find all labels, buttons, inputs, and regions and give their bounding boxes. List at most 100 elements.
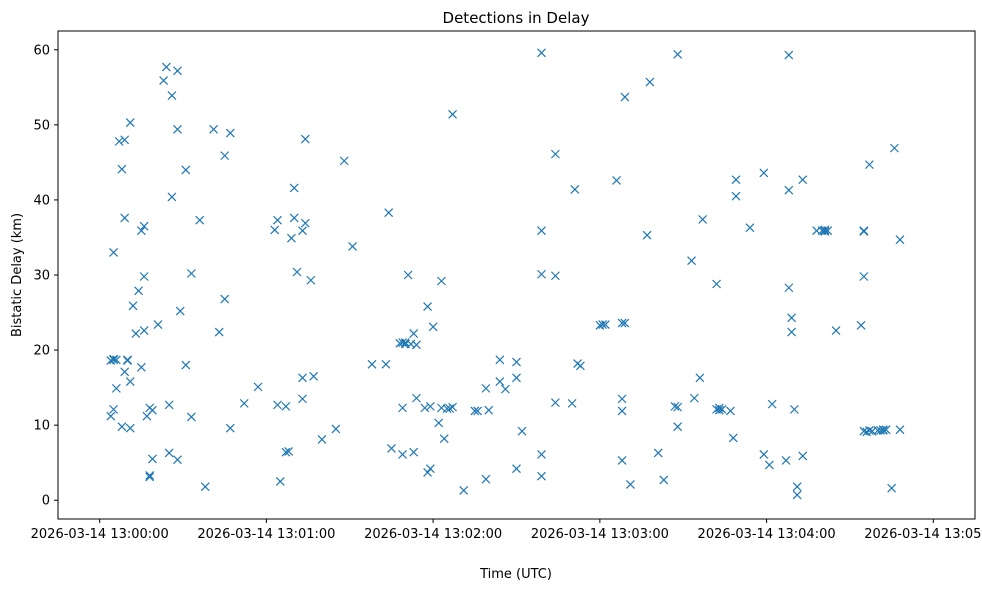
data-point: [109, 404, 119, 414]
data-markers: [106, 48, 905, 500]
data-point: [425, 401, 435, 411]
data-point: [387, 444, 396, 453]
data-point: [306, 275, 316, 285]
data-point: [181, 360, 191, 370]
y-tick-label: 0: [42, 494, 50, 509]
y-tick-label: 50: [33, 118, 50, 133]
data-point: [286, 233, 296, 243]
data-point: [148, 454, 157, 464]
x-tick-label: 2026-03-14 13:05:00: [864, 527, 982, 542]
data-point: [789, 404, 799, 414]
data-point: [481, 383, 491, 393]
x-axis-label: Time (UTC): [479, 567, 552, 582]
data-point: [784, 283, 794, 293]
data-point: [139, 326, 149, 335]
data-point: [570, 184, 580, 194]
data-point: [784, 185, 794, 195]
data-point: [275, 477, 285, 486]
data-point: [173, 455, 182, 465]
data-point: [731, 175, 741, 185]
data-point: [381, 359, 391, 369]
data-point: [420, 403, 430, 413]
data-point: [164, 448, 174, 458]
data-point: [728, 433, 738, 443]
y-tick-label: 30: [33, 269, 50, 284]
data-point: [317, 434, 327, 444]
data-point: [186, 269, 196, 278]
data-point: [173, 66, 182, 76]
data-point: [575, 361, 585, 371]
data-point: [384, 208, 394, 218]
data-point: [714, 405, 724, 415]
data-point: [439, 434, 449, 444]
data-point: [136, 362, 146, 372]
x-tick-label: 2026-03-14 13:01:00: [197, 527, 335, 542]
data-point: [148, 405, 157, 415]
data-point: [167, 192, 177, 202]
data-point: [284, 447, 294, 456]
data-point: [281, 401, 291, 411]
data-point: [289, 183, 299, 193]
data-point: [125, 118, 135, 128]
data-point: [895, 425, 905, 435]
data-point: [128, 301, 138, 311]
data-point: [881, 425, 891, 435]
data-point: [792, 490, 802, 500]
data-point: [887, 483, 897, 493]
data-point: [537, 450, 546, 459]
data-point: [698, 215, 708, 224]
data-point: [339, 156, 349, 166]
data-point: [209, 124, 219, 134]
data-point: [617, 406, 627, 416]
data-point: [512, 464, 521, 474]
data-point: [164, 400, 174, 410]
data-point: [598, 320, 608, 329]
data-point: [200, 482, 210, 492]
data-point: [473, 406, 483, 416]
data-point: [125, 423, 135, 433]
data-point: [428, 322, 438, 332]
data-point: [620, 318, 630, 328]
data-point: [512, 357, 521, 367]
data-point: [273, 400, 282, 410]
data-point: [123, 356, 132, 366]
data-point: [792, 482, 802, 492]
data-point: [642, 230, 652, 240]
data-point: [484, 405, 494, 415]
data-point: [225, 423, 235, 433]
data-point: [617, 318, 627, 328]
data-point: [348, 242, 357, 251]
data-point: [537, 471, 546, 481]
data-point: [459, 486, 469, 495]
data-point: [181, 165, 191, 175]
data-point: [412, 340, 421, 350]
data-point: [864, 160, 874, 170]
data-point: [645, 77, 655, 87]
data-point: [398, 403, 407, 413]
data-point: [300, 218, 310, 228]
data-point: [745, 223, 755, 233]
data-point: [798, 451, 808, 461]
data-point: [687, 256, 696, 266]
data-point: [289, 213, 299, 223]
data-point: [442, 404, 452, 414]
data-point: [292, 267, 302, 277]
data-point: [136, 226, 146, 236]
data-point: [759, 450, 769, 459]
data-point: [139, 221, 149, 231]
data-point: [403, 270, 413, 280]
data-point: [673, 402, 683, 412]
data-point: [220, 294, 230, 304]
data-point: [175, 306, 185, 316]
data-point: [823, 226, 833, 236]
data-point: [767, 399, 777, 409]
data-point: [425, 464, 435, 474]
data-point: [134, 286, 144, 296]
data-point: [717, 404, 727, 414]
data-point: [859, 227, 869, 236]
data-point: [787, 327, 797, 337]
data-point: [617, 394, 627, 404]
data-point: [298, 394, 307, 404]
data-point: [659, 475, 669, 485]
data-point: [125, 377, 135, 387]
